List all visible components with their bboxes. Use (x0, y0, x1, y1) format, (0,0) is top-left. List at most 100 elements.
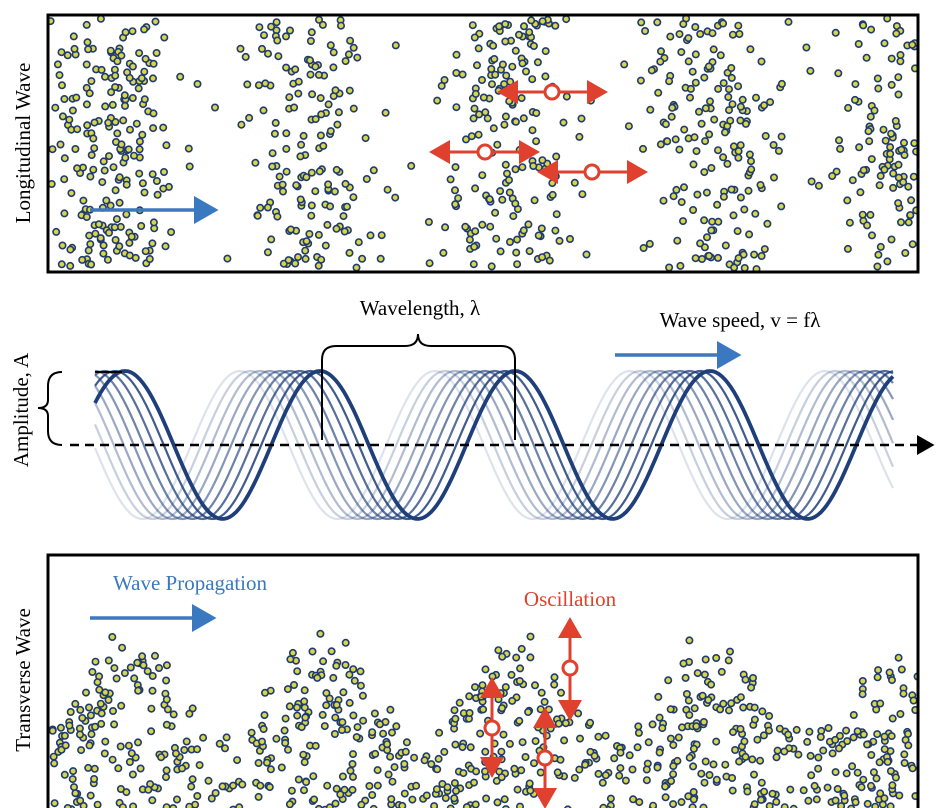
particle (468, 21, 477, 30)
particle (753, 735, 762, 744)
particle (111, 83, 120, 92)
particle (337, 725, 346, 734)
particle (654, 88, 663, 97)
particle (282, 63, 291, 72)
particle (639, 244, 648, 253)
particle (361, 134, 370, 143)
particle (784, 730, 793, 739)
particle (149, 218, 158, 227)
particle (223, 254, 232, 263)
particle (891, 117, 900, 126)
particle (508, 696, 517, 705)
particle (122, 210, 131, 219)
particle (545, 256, 554, 265)
particle (243, 80, 252, 89)
particle (103, 255, 112, 264)
particle (511, 165, 520, 174)
particle (867, 750, 876, 759)
tracked-particle (543, 83, 561, 101)
particle (263, 248, 272, 257)
particle (110, 223, 119, 232)
particle (501, 20, 510, 29)
particle (831, 768, 840, 777)
particle (87, 77, 96, 86)
particle (519, 114, 528, 123)
particle (867, 25, 876, 34)
particle (719, 19, 728, 28)
particle (851, 798, 860, 807)
particle (324, 100, 333, 109)
amplitude-label: Amplitude, A (9, 352, 33, 467)
particle (471, 227, 480, 236)
particle (84, 246, 93, 255)
propagation-label: Wave Propagation (113, 571, 268, 595)
particle (849, 710, 858, 719)
particle (526, 653, 535, 662)
particle (309, 772, 318, 781)
particle (116, 784, 125, 793)
particle (525, 28, 534, 37)
particle (674, 733, 683, 742)
particle (702, 188, 711, 197)
particle (638, 144, 647, 153)
particle (294, 775, 303, 784)
particle (118, 643, 127, 652)
particle (746, 45, 755, 54)
particle (559, 118, 568, 127)
particle (546, 724, 555, 733)
particle (684, 696, 693, 705)
particle (886, 767, 895, 776)
particle (97, 709, 106, 718)
particle (594, 732, 603, 741)
particle (478, 171, 487, 180)
particle (561, 719, 570, 728)
particle (672, 185, 681, 194)
particle (376, 254, 385, 263)
particle (526, 786, 535, 795)
particle (831, 735, 840, 744)
particle (759, 731, 768, 740)
particle (874, 250, 883, 259)
particle (702, 233, 711, 242)
wave (94, 369, 895, 520)
particle (356, 667, 365, 676)
particle (721, 760, 730, 769)
particle (497, 747, 506, 756)
particle (750, 800, 759, 808)
particle (57, 260, 66, 269)
particle (659, 196, 668, 205)
particle (833, 784, 842, 793)
particle (807, 177, 816, 186)
particle (387, 795, 396, 804)
particle (115, 198, 124, 207)
particle (719, 699, 728, 708)
particle (391, 193, 400, 202)
particle (352, 263, 361, 271)
particle (810, 781, 819, 790)
particle (684, 34, 693, 43)
particle (184, 144, 193, 153)
particle (910, 139, 917, 148)
particle (268, 162, 277, 171)
particle (751, 93, 760, 102)
particle (58, 241, 67, 250)
particle (554, 719, 563, 728)
particle (427, 760, 436, 769)
particle (332, 224, 341, 233)
particle (162, 661, 171, 670)
particle (481, 747, 490, 756)
particle (516, 664, 525, 673)
particle (162, 695, 171, 704)
particle (682, 689, 691, 698)
particle (96, 699, 105, 708)
particle (104, 118, 113, 127)
particle (135, 137, 144, 146)
particle (291, 65, 300, 74)
particle (358, 691, 367, 700)
particle (349, 665, 358, 674)
particle (724, 85, 733, 94)
particle (867, 155, 876, 164)
particle (712, 775, 721, 784)
particle (384, 770, 393, 779)
particle (332, 784, 341, 793)
